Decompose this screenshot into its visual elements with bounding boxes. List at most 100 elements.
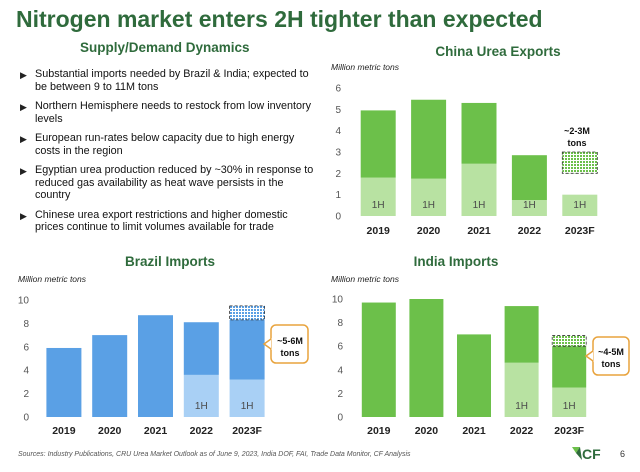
- supply-demand-title: Supply/Demand Dynamics: [80, 40, 250, 55]
- bullet-item: ▶ Egyptian urea production reduced by ~30…: [18, 164, 318, 202]
- y-tick-label: 4: [335, 126, 341, 137]
- y-tick-label: 2: [335, 169, 341, 180]
- bullet-text: Northern Hemisphere needs to restock fro…: [35, 100, 312, 125]
- bar-segment-1h: [409, 299, 444, 417]
- x-tick-label: 2019: [367, 225, 391, 237]
- y-tick-label: 2: [23, 389, 29, 400]
- x-tick-label: 2023F: [565, 225, 595, 237]
- bullet-arrow-icon: ▶: [20, 70, 27, 80]
- bar-segment-1h: [46, 347, 82, 417]
- bar-segment-1h: [360, 177, 396, 216]
- bullet-arrow-icon: ▶: [20, 166, 27, 176]
- bar-segment-1h: [562, 194, 598, 216]
- callout-pointer-mask: [593, 350, 596, 362]
- bar-segment-2h: [229, 319, 265, 380]
- y-tick-label: 6: [337, 342, 343, 353]
- y-tick-label: 0: [335, 212, 341, 223]
- x-tick-label: 2019: [367, 425, 391, 437]
- bullet-item: ▶ European run-rates below capacity due t…: [18, 132, 318, 157]
- bar-segment-1h: [411, 178, 447, 216]
- x-tick-label: 2020: [417, 225, 441, 237]
- chart-units-label: Million metric tons: [331, 274, 400, 284]
- chart-title: India Imports: [414, 254, 499, 269]
- segment-label: 1H: [422, 200, 435, 211]
- y-tick-label: 8: [337, 318, 343, 329]
- bullet-arrow-icon: ▶: [20, 102, 27, 112]
- forecast-range-outline: [229, 305, 266, 321]
- segment-label: 1H: [473, 200, 486, 211]
- x-tick-label: 2020: [98, 425, 122, 437]
- y-tick-label: 1: [335, 190, 341, 201]
- callout-line-2: tons: [568, 138, 587, 148]
- callout-line-1: ~2-3M: [564, 126, 590, 136]
- bar-segment-2h: [183, 322, 219, 375]
- bar-segment-1h: [552, 387, 587, 417]
- y-tick-label: 8: [23, 319, 29, 330]
- callout-line-2: tons: [281, 348, 300, 358]
- bullet-item: ▶ Chinese urea export restrictions and hi…: [18, 209, 318, 234]
- forecast-range-outline: [561, 151, 598, 174]
- y-tick-label: 0: [23, 413, 29, 424]
- segment-label: 1H: [241, 401, 254, 412]
- bar-segment-1h: [511, 200, 547, 216]
- bar-segment-2h: [552, 346, 587, 388]
- chart-title: China Urea Exports: [435, 44, 560, 59]
- x-tick-label: 2022: [518, 225, 542, 237]
- cf-logo: CF: [572, 446, 601, 462]
- bar-segment-2h: [360, 110, 396, 178]
- chart-units-label: Million metric tons: [331, 62, 400, 72]
- x-tick-label: 2023F: [232, 425, 262, 437]
- supply-demand-list: ▶ Substantial imports needed by Brazil & …: [18, 68, 318, 241]
- y-tick-label: 3: [335, 148, 341, 159]
- segment-label: 1H: [563, 401, 576, 412]
- x-tick-label: 2021: [462, 425, 486, 437]
- callout-pointer-mask: [271, 338, 274, 350]
- bar-segment-2h: [411, 99, 447, 179]
- y-tick-label: 6: [23, 342, 29, 353]
- bar-segment-1h: [229, 379, 265, 417]
- brazil-imports-chart: Brazil Imports Million metric tons 0 2 4 6 8 10…: [18, 254, 309, 437]
- y-tick-label: 4: [23, 366, 29, 377]
- callout-pointer: [262, 338, 272, 350]
- india-imports-chart: India Imports Million metric tons 0 2 4 6 8 10 2…: [331, 254, 630, 437]
- y-tick-label: 10: [18, 296, 30, 307]
- svg-text:CF: CF: [582, 446, 601, 462]
- bar-segment-1h: [138, 315, 173, 417]
- page-title: Nitrogen market enters 2H tighter than e…: [16, 6, 543, 32]
- x-tick-label: 2022: [510, 425, 534, 437]
- chart-title: Brazil Imports: [125, 254, 215, 269]
- bullet-item: ▶ Substantial imports needed by Brazil & …: [18, 68, 318, 93]
- bullet-arrow-icon: ▶: [20, 134, 27, 144]
- bullet-text: Substantial imports needed by Brazil & I…: [35, 68, 309, 93]
- x-tick-label: 2023F: [554, 425, 584, 437]
- segment-label: 1H: [515, 401, 528, 412]
- x-tick-label: 2020: [415, 425, 439, 437]
- callout-line-1: ~4-5M: [598, 347, 624, 357]
- bullet-text: Chinese urea export restrictions and hig…: [35, 208, 288, 234]
- china-urea-exports-chart: China Urea Exports Million metric tons 0 1 2…: [331, 44, 598, 237]
- segment-label: 1H: [195, 401, 208, 412]
- forecast-range-bar: [552, 335, 587, 347]
- y-tick-label: 10: [332, 295, 344, 306]
- y-tick-label: 0: [337, 413, 343, 424]
- segment-label: 1H: [372, 200, 385, 211]
- bullet-text: Egyptian urea production reduced by ~30%…: [35, 164, 314, 201]
- callout-pointer: [584, 350, 594, 362]
- y-tick-label: 6: [335, 84, 341, 95]
- bar-segment-1h: [183, 374, 219, 417]
- bullet-item: ▶ Northern Hemisphere needs to restock fr…: [18, 100, 318, 125]
- bullet-text: European run-rates below capacity due to…: [35, 132, 295, 157]
- sources-note: Sources: Industry Publications, CRU Urea…: [18, 451, 411, 458]
- segment-label: 1H: [523, 200, 536, 211]
- callout-line-1: ~5-6M: [277, 336, 303, 346]
- x-tick-label: 2021: [467, 225, 491, 237]
- x-tick-label: 2019: [52, 425, 76, 437]
- bar-segment-2h: [504, 306, 539, 363]
- forecast-range-bar: [562, 152, 598, 174]
- bullet-arrow-icon: ▶: [20, 210, 27, 221]
- y-tick-label: 4: [337, 365, 343, 376]
- y-tick-label: 2: [337, 389, 343, 400]
- bar-segment-2h: [461, 102, 497, 164]
- bar-segment-2h: [511, 155, 547, 200]
- x-tick-label: 2022: [190, 425, 214, 437]
